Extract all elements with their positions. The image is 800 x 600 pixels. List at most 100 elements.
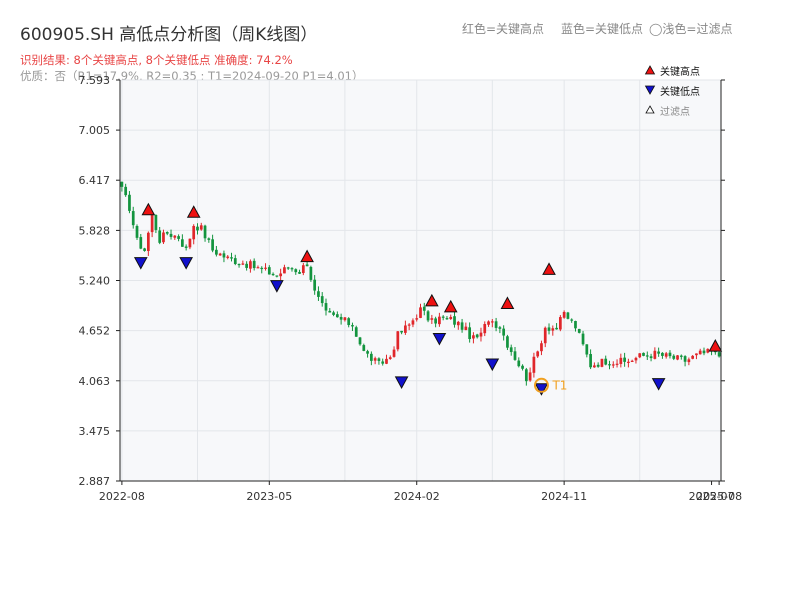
candle-body <box>634 357 638 361</box>
candle-body <box>509 347 513 353</box>
candle-body <box>706 348 710 353</box>
candle-body <box>305 264 309 267</box>
candle-body <box>498 327 502 329</box>
t1-ring <box>533 377 549 393</box>
candle-body <box>589 354 592 368</box>
candle-body <box>490 321 494 323</box>
candle-body <box>460 322 464 330</box>
candle-body <box>611 364 615 366</box>
x-tick-label: 2023-05 <box>246 490 292 503</box>
legend-filtered-label: 过滤点 <box>660 105 690 118</box>
candle-body <box>313 279 317 291</box>
candle-body <box>555 327 558 330</box>
result-text: 识别结果: 8个关键高点, 8个关键低点 准确度: 74.2% <box>20 53 293 67</box>
chart-title: 600905.SH 高低点分析图（周K线图） <box>20 25 317 45</box>
candle-body <box>324 303 328 311</box>
key-high-marker <box>542 262 556 275</box>
candle-body <box>283 267 286 274</box>
candle-body <box>695 353 698 356</box>
y-tick-label: 7.593 <box>79 74 111 87</box>
candle-body <box>517 360 521 367</box>
x-tick-label: 2025-07 <box>689 490 735 503</box>
candle-body <box>290 268 294 270</box>
marker-legend: 关键高点 关键低点 过滤点 <box>644 65 700 118</box>
key-high-marker <box>141 202 156 216</box>
candle-body <box>562 311 566 318</box>
candle-body <box>207 238 211 240</box>
candle-body <box>286 267 290 269</box>
candle-body <box>294 269 298 273</box>
candle-body <box>366 351 369 354</box>
key-high-marker <box>300 249 314 263</box>
candle-body <box>679 355 683 357</box>
candle-body <box>547 327 551 331</box>
candle-body <box>566 312 570 319</box>
candle-body <box>502 328 506 336</box>
candle-body <box>600 358 604 367</box>
candle-body <box>604 358 608 365</box>
candle-body <box>698 350 702 355</box>
key-low-marker <box>270 280 284 293</box>
candle-body <box>358 337 362 345</box>
candle-body <box>199 225 203 230</box>
candle-body <box>619 357 623 364</box>
candle-body <box>154 214 158 230</box>
candle-body <box>339 316 343 320</box>
candle-body <box>532 356 536 373</box>
candle-body <box>317 291 320 297</box>
candle-body <box>627 361 630 363</box>
key-low-marker <box>179 257 193 270</box>
candle-body <box>256 267 260 269</box>
key-high-marker <box>424 293 439 307</box>
candle-body <box>184 246 188 248</box>
candle-body <box>245 263 248 268</box>
candle-body <box>453 316 456 325</box>
candle-body <box>596 364 600 367</box>
candle-body <box>608 364 611 366</box>
candle-body <box>169 233 173 237</box>
candle-body <box>664 353 668 357</box>
candle-body <box>430 318 434 320</box>
candle-body <box>162 232 165 243</box>
candle-body <box>422 306 426 311</box>
y-tick-label: 4.063 <box>79 375 111 388</box>
candle-body <box>411 320 415 325</box>
candle-body <box>426 311 430 321</box>
x-tick-label: 2022-08 <box>99 490 145 503</box>
candle-body <box>298 271 301 274</box>
candle-body <box>181 239 184 247</box>
candle-body <box>396 331 400 350</box>
candle-body <box>267 267 271 275</box>
y-tick-label: 5.240 <box>79 275 111 288</box>
candle-body <box>271 273 275 276</box>
key-high-marker <box>500 296 515 309</box>
candle-body <box>464 326 468 331</box>
candle-body <box>570 319 574 321</box>
key-high-marker <box>708 339 723 352</box>
candle-body <box>146 232 150 251</box>
candle-body <box>449 316 453 319</box>
candle-body <box>676 355 679 360</box>
candle-body <box>494 321 498 328</box>
x-tick-label: 2025-08 <box>696 490 742 503</box>
candle-body <box>657 351 660 354</box>
candle-body <box>585 344 589 355</box>
candle-body <box>441 316 445 318</box>
candle-body <box>472 335 475 339</box>
candle-body <box>683 356 687 362</box>
candle-body <box>120 181 124 187</box>
candle-body <box>404 325 407 333</box>
candle-body <box>638 353 642 358</box>
candle-body <box>131 211 135 226</box>
candle-body <box>309 266 313 280</box>
candle-body <box>150 214 154 233</box>
markers: T1 <box>133 202 723 396</box>
candle-body <box>362 345 366 351</box>
candle-body <box>203 225 207 239</box>
candle-body <box>577 328 581 333</box>
key-low-marker <box>432 332 447 346</box>
candle-body <box>642 352 645 356</box>
candle-body <box>653 350 657 359</box>
candle-body <box>158 230 162 243</box>
candle-body <box>215 249 218 255</box>
